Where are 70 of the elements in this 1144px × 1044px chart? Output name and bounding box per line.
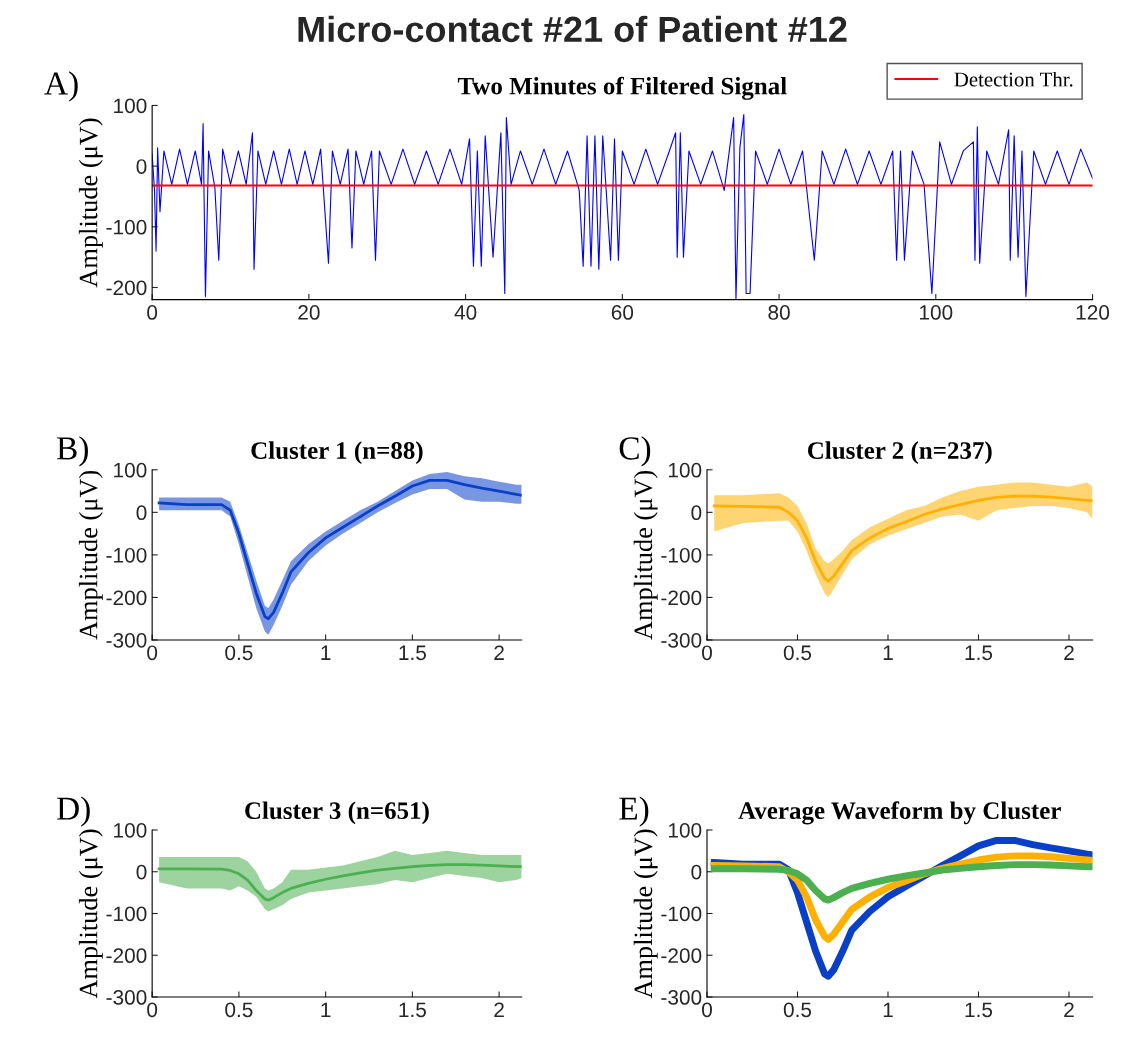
x-tick-label: 0 <box>702 645 712 661</box>
y-tick-label: -200 <box>106 948 147 964</box>
x-tick-label: 60 <box>611 305 634 320</box>
chart-title: Cluster 2 (n=237) <box>807 441 992 465</box>
x-tick-label: 80 <box>768 305 790 320</box>
y-tick-label: 100 <box>114 98 147 114</box>
x-tick-label: 0.5 <box>225 1002 253 1018</box>
chart-title: Average Waveform by Cluster <box>738 801 1061 825</box>
x-tick-label: 0 <box>147 645 158 661</box>
text: E) <box>619 796 649 827</box>
text: Micro-contact #21 of Patient #12 <box>298 15 847 43</box>
chart-title: Cluster 1 (n=88) <box>251 441 423 465</box>
y-tick-label: 100 <box>114 822 147 838</box>
y-axis-title: Amplitude (μV) <box>78 470 103 640</box>
y-tick-label: -300 <box>661 632 702 648</box>
y-tick-label: -200 <box>661 948 702 964</box>
y-tick-label: 0 <box>691 505 702 521</box>
y-tick-label: 100 <box>668 462 702 478</box>
x-tick-label: 120 <box>1076 305 1110 320</box>
y-tick-label: -100 <box>661 906 702 922</box>
x-tick-label: 1.5 <box>399 1002 426 1018</box>
y-axis-title: Amplitude (μV) <box>633 470 658 640</box>
y-tick-label: 0 <box>136 159 147 174</box>
y-tick-label: 100 <box>668 822 702 838</box>
text: B) <box>57 436 88 467</box>
x-tick-label: 0.5 <box>783 645 812 661</box>
x-tick-label: 1.5 <box>965 645 993 661</box>
y-tick-label: -100 <box>106 906 147 922</box>
x-tick-label: 0.5 <box>225 645 253 661</box>
y-tick-label: -100 <box>661 547 702 563</box>
x-tick-label: 2 <box>1064 645 1074 660</box>
chart-title: Cluster 3 (n=651) <box>245 801 429 825</box>
x-tick-label: 1.5 <box>399 645 426 661</box>
x-tick-label: 0 <box>147 305 158 320</box>
legend-label: Detection Thr. <box>954 71 1073 87</box>
x-tick-label: 1 <box>321 1002 331 1017</box>
x-tick-label: 0 <box>147 1002 158 1018</box>
y-tick-label: -200 <box>106 280 147 296</box>
line-series <box>712 494 1093 583</box>
text: A) <box>44 71 78 102</box>
x-tick-label: 1.5 <box>965 1002 993 1018</box>
y-tick-label: 0 <box>691 864 702 880</box>
x-tick-label: 1 <box>321 645 331 660</box>
y-tick-label: -200 <box>106 590 147 606</box>
y-axis-title: Amplitude (μV) <box>78 829 103 999</box>
y-tick-label: -300 <box>106 632 147 648</box>
line-series <box>157 863 522 902</box>
y-axis-title: Amplitude (μV) <box>633 829 658 999</box>
x-tick-label: 2 <box>494 1002 504 1017</box>
x-tick-label: 0 <box>702 1002 712 1018</box>
y-tick-label: -300 <box>661 990 702 1005</box>
y-tick-label: -100 <box>106 219 147 235</box>
y-axis-title: Amplitude (μV) <box>78 118 103 288</box>
x-tick-label: 1 <box>883 1002 893 1017</box>
y-tick-label: 0 <box>136 864 147 880</box>
x-tick-label: 40 <box>454 305 477 320</box>
x-tick-label: 2 <box>1064 1002 1074 1017</box>
y-tick-label: -200 <box>661 590 702 606</box>
y-tick-label: -300 <box>106 990 147 1005</box>
y-tick-label: 100 <box>114 462 147 478</box>
x-tick-label: 0.5 <box>783 1002 812 1018</box>
x-tick-label: 1 <box>883 645 893 660</box>
x-tick-label: 100 <box>920 305 953 320</box>
x-tick-label: 20 <box>298 305 320 320</box>
text: D) <box>57 796 90 827</box>
text: C) <box>619 436 651 467</box>
x-tick-label: 2 <box>494 645 504 660</box>
chart-title: Two Minutes of Filtered Signal <box>457 76 787 100</box>
y-tick-label: 0 <box>136 505 147 521</box>
y-tick-label: -100 <box>106 547 147 563</box>
